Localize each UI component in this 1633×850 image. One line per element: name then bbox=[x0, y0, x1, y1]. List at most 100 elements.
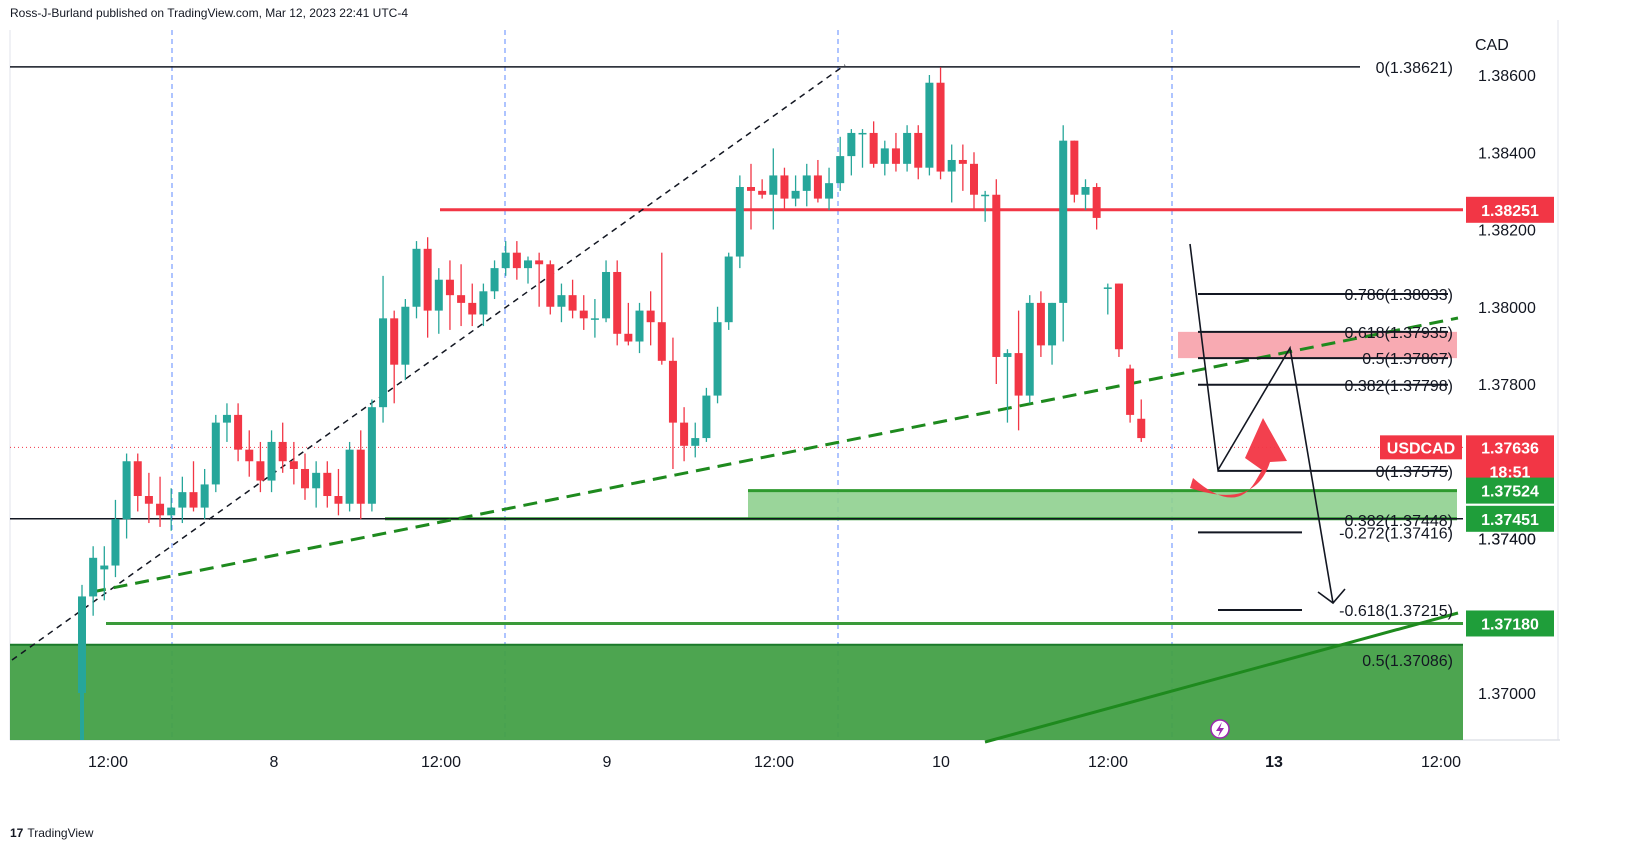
candle-down bbox=[245, 430, 254, 477]
resistance-tag-label: 1.38251 bbox=[1481, 203, 1539, 220]
candle-body bbox=[234, 414, 243, 450]
fib-zone bbox=[1178, 331, 1457, 359]
candle-body bbox=[1059, 140, 1068, 303]
green-dashed-trendline bbox=[91, 316, 1459, 594]
candle-down bbox=[445, 260, 454, 330]
candle-body bbox=[880, 148, 889, 164]
price-tag-layer: 1.38251 USDCAD 1.37636 18:51 1.37524 1.37451 1… bbox=[1380, 196, 1554, 637]
candle-up bbox=[1048, 302, 1057, 365]
candle-body bbox=[579, 310, 588, 319]
candle-down bbox=[535, 252, 544, 307]
fib-label: 0.786(1.38033) bbox=[1344, 287, 1453, 304]
time-tick-label: 12:00 bbox=[421, 754, 461, 771]
candle-down bbox=[579, 295, 588, 330]
candle-body bbox=[356, 449, 365, 504]
candle-up bbox=[802, 163, 811, 207]
candle-up bbox=[1103, 283, 1112, 315]
candle-body bbox=[423, 248, 432, 311]
candle-body bbox=[278, 441, 287, 462]
candle-up bbox=[379, 275, 388, 423]
price-tick-label: 1.38200 bbox=[1478, 223, 1536, 240]
candle-down bbox=[680, 407, 689, 462]
candles-layer bbox=[78, 67, 1146, 740]
candle-body bbox=[501, 252, 510, 269]
candle-body bbox=[992, 194, 1001, 357]
candle-up bbox=[981, 190, 990, 222]
time-axis-layer: 12:00 8 12:00 9 12:00 10 12:00 13 12:00 bbox=[88, 754, 1461, 771]
tradingview-logo[interactable]: 17 TradingView bbox=[10, 826, 93, 840]
candle-body bbox=[947, 159, 956, 172]
candle-body bbox=[156, 503, 165, 516]
candle-body bbox=[1081, 187, 1090, 195]
fib-label: 0.382(1.37798) bbox=[1344, 378, 1453, 395]
candle-body bbox=[724, 256, 733, 323]
candle-down bbox=[624, 302, 633, 346]
candle-down bbox=[936, 67, 945, 180]
candle-body bbox=[100, 565, 109, 570]
candle-up bbox=[903, 125, 912, 172]
publisher-caption: Ross-J-Burland published on TradingView.… bbox=[10, 6, 408, 20]
price-tick-label: 1.38000 bbox=[1478, 300, 1536, 317]
candle-down bbox=[301, 453, 309, 500]
price-tick-label: 1.38600 bbox=[1478, 68, 1536, 85]
fib-label: 0.5(1.37086) bbox=[1362, 653, 1453, 670]
candle-body bbox=[312, 472, 321, 489]
tradingview-logo-mark: 17 bbox=[10, 826, 24, 840]
candle-body bbox=[613, 271, 622, 334]
candle-up bbox=[1025, 295, 1034, 404]
grid-layer bbox=[9, 20, 1560, 741]
candle-body bbox=[1014, 353, 1023, 396]
candle-body bbox=[1048, 302, 1057, 346]
candle-body bbox=[122, 461, 131, 520]
current-price-label: 1.37636 bbox=[1481, 440, 1539, 457]
candle-down bbox=[468, 283, 477, 327]
candle-up bbox=[880, 140, 889, 176]
candle-up bbox=[602, 260, 611, 323]
candle-body bbox=[970, 163, 978, 195]
candle-up bbox=[501, 241, 510, 276]
candle-body bbox=[557, 295, 566, 307]
candle-up bbox=[100, 546, 109, 601]
fib-label: -0.272(1.37416) bbox=[1339, 525, 1453, 542]
time-tick-label: 12:00 bbox=[754, 754, 794, 771]
candle-body bbox=[144, 496, 153, 504]
candle-body bbox=[747, 187, 755, 191]
candle-body bbox=[89, 557, 98, 597]
candle-up bbox=[590, 299, 599, 338]
candle-body bbox=[289, 461, 298, 469]
candle-down bbox=[234, 403, 243, 462]
candle-body bbox=[668, 360, 677, 423]
candle-up bbox=[557, 283, 566, 323]
candle-down bbox=[747, 163, 755, 230]
price-tick-label: 1.37400 bbox=[1478, 532, 1536, 549]
candle-up bbox=[111, 499, 120, 578]
candle-body bbox=[646, 310, 655, 323]
candle-up bbox=[178, 476, 187, 524]
candle-down bbox=[668, 337, 677, 469]
candle-body bbox=[535, 260, 544, 265]
candle-down bbox=[334, 468, 343, 516]
candle-down bbox=[323, 461, 332, 508]
currency-label: CAD bbox=[1475, 37, 1509, 54]
candle-body bbox=[1036, 302, 1045, 346]
green-rising-trendline bbox=[984, 611, 1459, 744]
candle-up bbox=[702, 387, 711, 442]
candle-up bbox=[825, 167, 834, 211]
candle-down bbox=[156, 476, 165, 527]
fib-label: 0.5(1.37867) bbox=[1362, 351, 1453, 368]
candle-down bbox=[613, 260, 622, 346]
candle-down bbox=[1126, 364, 1135, 423]
support-zone bbox=[748, 490, 1457, 519]
candle-body bbox=[657, 322, 666, 361]
price-tick-label: 1.37000 bbox=[1478, 686, 1536, 703]
candle-body bbox=[568, 295, 577, 311]
candle-body bbox=[390, 318, 399, 365]
candle-up bbox=[925, 75, 934, 176]
candle-up bbox=[524, 256, 532, 284]
candle-down bbox=[390, 310, 399, 404]
time-tick-label: 8 bbox=[270, 754, 279, 771]
candle-body bbox=[813, 175, 822, 199]
fib-label: 0(1.37575) bbox=[1376, 464, 1453, 481]
candle-body bbox=[546, 264, 555, 307]
